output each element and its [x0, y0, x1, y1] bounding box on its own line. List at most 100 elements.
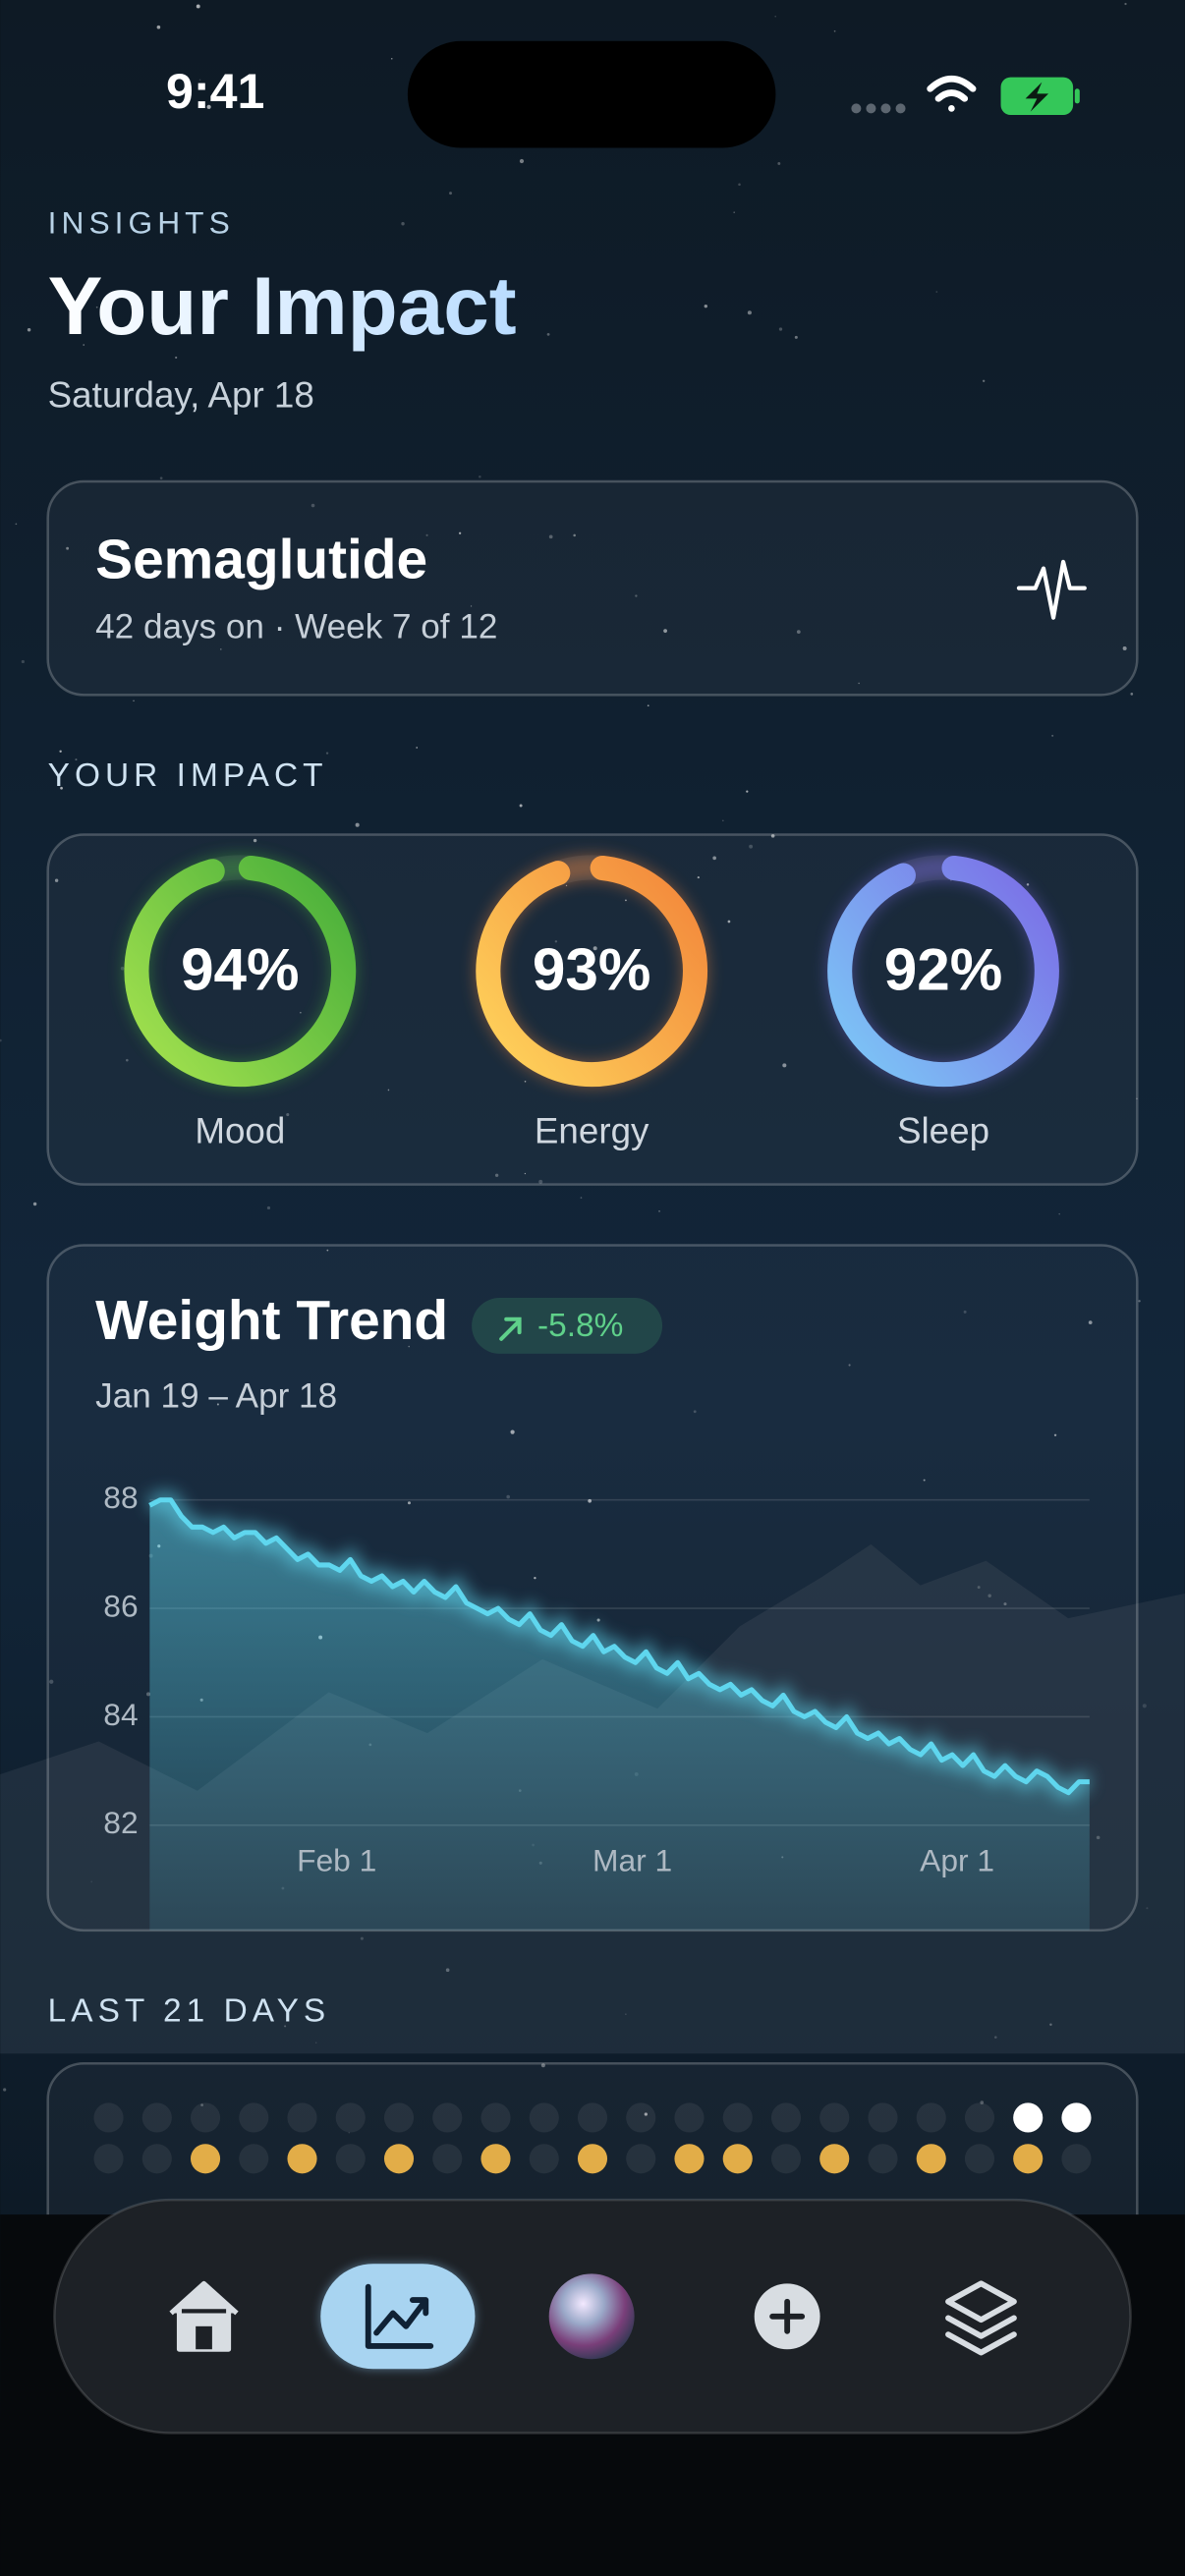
star	[770, 834, 775, 838]
tab-button[interactable]	[548, 2273, 635, 2360]
ring-arc	[124, 855, 357, 1088]
orb-icon	[548, 2273, 635, 2360]
star	[738, 183, 741, 186]
star	[21, 659, 25, 664]
rings: 94% Mood 93% Energy 92% Sleep	[124, 855, 1059, 1151]
medication-card[interactable]	[46, 479, 1139, 697]
star	[596, 1618, 600, 1622]
day-dot	[93, 2144, 124, 2174]
day-dot	[722, 2102, 753, 2133]
battery-icon	[1000, 77, 1080, 116]
ring-label: Mood	[195, 1111, 285, 1151]
star	[216, 1403, 219, 1406]
star	[220, 648, 222, 650]
day-dot	[964, 2144, 995, 2174]
star	[663, 629, 667, 634]
day-dot	[577, 2102, 608, 2133]
star	[325, 752, 329, 755]
star	[32, 1202, 37, 1206]
day-dot	[480, 2102, 511, 2133]
star	[524, 1081, 527, 1083]
day-dot	[770, 2144, 802, 2174]
tab-button[interactable]	[365, 2283, 434, 2349]
medication-name: Semaglutide	[95, 530, 427, 591]
day-dot	[819, 2102, 850, 2133]
dynamic-island	[407, 40, 776, 148]
pulse-icon	[1016, 559, 1087, 620]
star	[796, 630, 801, 634]
star	[83, 344, 85, 346]
star	[300, 1011, 302, 1014]
star	[588, 1498, 592, 1503]
day-dot	[190, 2144, 221, 2174]
star	[697, 875, 700, 879]
y-tick-label: 84	[103, 1697, 138, 1732]
wifi-icon	[927, 75, 977, 112]
star	[0, 1038, 2, 1042]
star	[286, 1113, 290, 1117]
line	[148, 1497, 1090, 1796]
star	[510, 1429, 515, 1434]
x-tick-label: Apr 1	[920, 1843, 994, 1878]
plus-sign	[769, 2298, 806, 2334]
star	[458, 532, 462, 534]
star	[348, 2132, 350, 2134]
day-dot	[868, 2102, 898, 2133]
star	[722, 819, 724, 822]
star	[27, 328, 31, 332]
tabs	[169, 2264, 1017, 2370]
star	[548, 534, 553, 539]
star	[658, 1210, 660, 1212]
home-door	[196, 2325, 212, 2350]
change-badge	[472, 1298, 663, 1354]
star	[479, 475, 481, 478]
star	[524, 1172, 527, 1175]
star	[644, 2112, 648, 2116]
day-dot	[626, 2102, 656, 2133]
star	[1053, 1433, 1057, 1437]
day-dot	[1061, 2102, 1092, 2133]
tab-button[interactable]	[754, 2283, 820, 2350]
star	[506, 1494, 511, 1499]
chart-title: Weight Trend	[95, 1290, 448, 1352]
day-dot	[287, 2144, 317, 2174]
page-title: Your Impact	[48, 259, 517, 352]
star	[635, 594, 638, 597]
ring-value: 92%	[884, 937, 1002, 1003]
star	[198, 79, 201, 82]
tab-button[interactable]	[169, 2280, 239, 2352]
area	[149, 1499, 1090, 1931]
home-icon	[169, 2280, 239, 2352]
star	[747, 310, 752, 315]
ring-label: Energy	[535, 1111, 649, 1151]
star	[580, 1197, 583, 1199]
star	[390, 58, 393, 60]
eyebrow: INSIGHTS	[48, 204, 235, 240]
star	[1026, 883, 1030, 886]
y-tick-label: 86	[103, 1588, 138, 1623]
star	[425, 533, 428, 536]
tab-button[interactable]	[945, 2280, 1017, 2356]
star	[778, 327, 783, 331]
star	[59, 750, 62, 753]
status-time: 9:41	[166, 64, 264, 119]
star	[75, 758, 78, 761]
day-dot	[190, 2102, 221, 2133]
star	[573, 533, 576, 537]
star	[980, 2100, 985, 2104]
star	[15, 523, 18, 526]
star	[592, 946, 597, 951]
star	[625, 899, 627, 902]
day-dot	[1013, 2102, 1044, 2133]
star	[470, 605, 473, 607]
star	[156, 25, 161, 29]
day-dot	[577, 2144, 608, 2174]
star	[647, 704, 649, 707]
day-dot	[93, 2102, 124, 2133]
star	[519, 158, 525, 164]
star	[1058, 1212, 1060, 1215]
day-dot	[722, 2144, 753, 2174]
day-dot	[335, 2102, 366, 2133]
change-value: -5.8%	[537, 1308, 623, 1344]
